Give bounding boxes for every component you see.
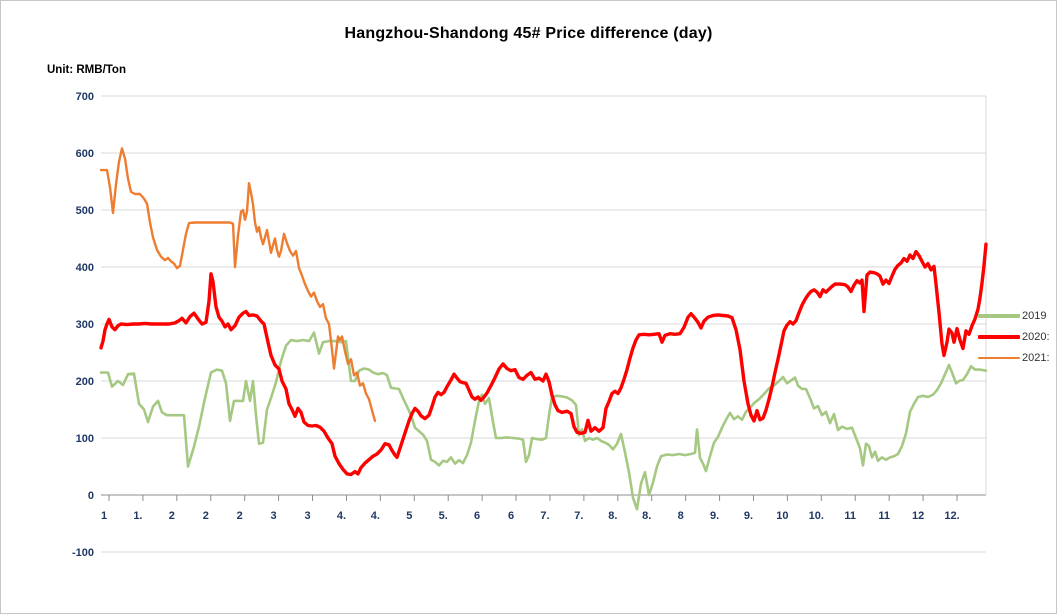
chart-legend: 2019 2020: 2021: <box>978 305 1050 368</box>
legend-swatch-2020 <box>978 334 1020 339</box>
y-axis-label-400: 400 <box>76 262 94 274</box>
legend-entry-2020: 2020: <box>978 326 1050 347</box>
x-axis-label-18: 9. <box>710 510 719 522</box>
legend-label-2021: 2021: <box>1022 351 1050 364</box>
x-axis-label-15: 8. <box>608 510 617 522</box>
x-axis-label-3: 2 <box>203 510 209 522</box>
x-axis-label-6: 3 <box>304 510 310 522</box>
x-axis-label-24: 12 <box>912 510 924 522</box>
y-axis-label-100: 100 <box>76 433 94 445</box>
y-axis-label-200: 200 <box>76 376 94 388</box>
y-axis-label--100: -100 <box>72 547 94 559</box>
x-axis-label-20: 10 <box>776 510 788 522</box>
legend-label-2019: 2019 <box>1022 309 1047 322</box>
legend-entry-2019: 2019 <box>978 305 1050 326</box>
x-axis-label-16: 8. <box>642 510 651 522</box>
y-axis-label-600: 600 <box>76 148 94 160</box>
series-line-2021 <box>99 147 377 423</box>
x-axis-label-25: 12. <box>944 510 959 522</box>
x-axis-label-9: 5 <box>406 510 412 522</box>
x-axis-label-23: 11 <box>878 510 890 522</box>
legend-entry-2021: 2021: <box>978 347 1050 368</box>
x-axis-label-7: 4. <box>337 510 346 522</box>
x-axis-label-1: 1. <box>133 510 142 522</box>
legend-label-2020: 2020: <box>1022 330 1050 343</box>
x-axis-label-8: 4. <box>371 510 380 522</box>
x-axis-label-2: 2 <box>169 510 175 522</box>
y-axis-label-700: 700 <box>76 91 94 103</box>
y-axis-label-500: 500 <box>76 205 94 217</box>
x-axis-label-19: 9. <box>744 510 753 522</box>
series-line-2020 <box>99 242 988 477</box>
x-axis-label-13: 7. <box>540 510 549 522</box>
legend-swatch-2019 <box>978 313 1020 318</box>
x-axis-label-12: 6 <box>508 510 514 522</box>
legend-swatch-2021 <box>978 356 1020 359</box>
x-axis-label-22: 11 <box>844 510 856 522</box>
x-axis-label-14: 7. <box>574 510 583 522</box>
x-axis-label-10: 5. <box>439 510 448 522</box>
unit-label: Unit: RMB/Ton <box>47 64 126 76</box>
x-axis-label-5: 3 <box>271 510 277 522</box>
series-line-2019 <box>99 331 988 511</box>
x-axis-label-17: 8 <box>678 510 684 522</box>
chart-title: Hangzhou-Shandong 45# Price difference (… <box>344 25 713 42</box>
x-axis-label-4: 2 <box>237 510 243 522</box>
x-axis-label-21: 10. <box>809 510 824 522</box>
y-axis-label-0: 0 <box>88 490 94 502</box>
x-axis-label-0: 1 <box>101 510 107 522</box>
y-axis-label-300: 300 <box>76 319 94 331</box>
x-axis-label-11: 6 <box>474 510 480 522</box>
